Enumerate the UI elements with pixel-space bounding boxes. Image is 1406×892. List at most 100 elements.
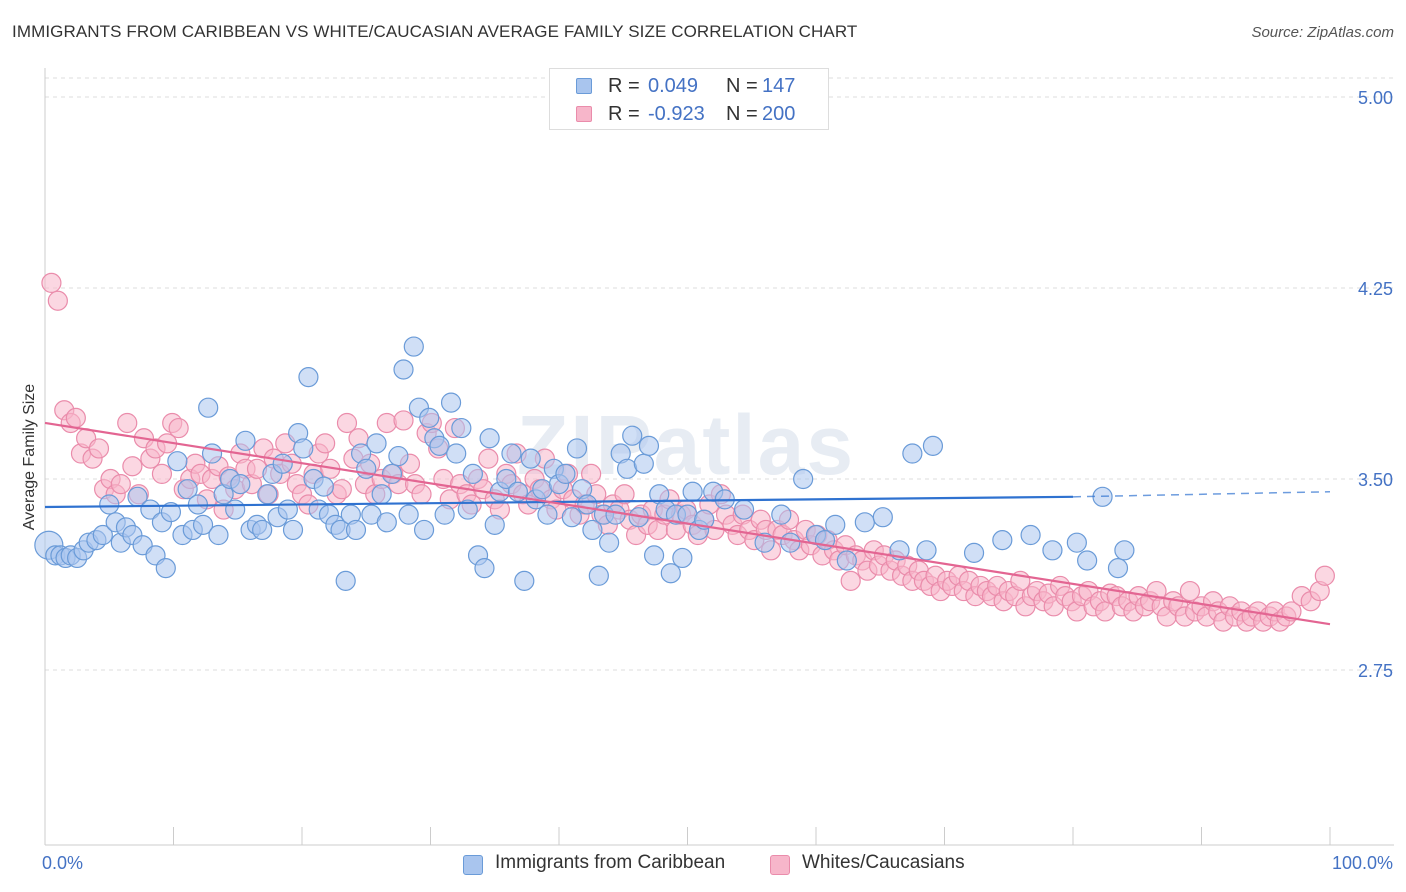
blue-data-point bbox=[537, 504, 558, 525]
n-value: 200 bbox=[762, 103, 796, 125]
blue-data-point bbox=[638, 435, 660, 456]
blue-data-point bbox=[440, 392, 462, 413]
blue-data-point bbox=[496, 468, 517, 490]
pink-data-point bbox=[65, 407, 86, 428]
legend-label-blue: Immigrants from Caribbean bbox=[495, 852, 726, 873]
pink-data-point bbox=[411, 484, 432, 505]
blue-data-point bbox=[140, 499, 161, 520]
blue-data-point bbox=[192, 514, 214, 535]
trend-lines bbox=[44, 421, 1331, 626]
blue-data-point bbox=[160, 502, 182, 523]
blue-data-point bbox=[1066, 532, 1087, 553]
pink-data-point bbox=[151, 463, 173, 485]
blue-data-point bbox=[429, 435, 450, 456]
blue-data-point bbox=[235, 430, 256, 451]
blue-data-point bbox=[771, 504, 792, 525]
y-axis-label: Average Family Size bbox=[21, 384, 38, 531]
blue-data-point bbox=[588, 565, 609, 586]
blue-data-point bbox=[520, 448, 541, 469]
blue-data-point bbox=[672, 547, 693, 569]
blue-data-point bbox=[643, 545, 665, 566]
blue-data-point bbox=[434, 504, 455, 525]
blue-data-point bbox=[1077, 550, 1098, 571]
blue-data-point bbox=[277, 499, 298, 520]
blue-data-point bbox=[366, 433, 387, 454]
blue-data-point bbox=[356, 458, 377, 479]
source-credit: Source: ZipAtlas.com bbox=[1251, 24, 1394, 41]
correlation-legend: R = 0.049 N = 147 R = -0.923 N = 200 bbox=[549, 68, 829, 130]
blue-data-point bbox=[902, 443, 923, 464]
blue-data-point bbox=[992, 530, 1013, 551]
pink-data-point bbox=[168, 417, 189, 439]
y-tick-label: 5.00 bbox=[1358, 88, 1393, 108]
blue-data-point bbox=[1020, 524, 1041, 546]
n-label: N = bbox=[726, 103, 758, 125]
y-tick-label: 4.25 bbox=[1358, 279, 1393, 299]
blue-data-point bbox=[225, 499, 246, 520]
pink-data-point bbox=[41, 272, 62, 294]
n-value: 147 bbox=[762, 75, 796, 97]
blue-data-point bbox=[1107, 558, 1129, 579]
blue-data-point bbox=[916, 540, 937, 561]
pink-data-point bbox=[122, 456, 143, 477]
blue-data-point bbox=[514, 570, 535, 591]
pink-data-point bbox=[478, 448, 499, 469]
blue-data-point bbox=[208, 524, 229, 546]
blue-data-point bbox=[532, 479, 553, 500]
blue-data-point bbox=[854, 512, 875, 533]
pink-data-point bbox=[393, 410, 414, 431]
blue-data-point bbox=[451, 417, 472, 439]
blue-data-point bbox=[1042, 540, 1063, 561]
blue-trend-extension bbox=[1072, 490, 1331, 498]
blue-data-point bbox=[754, 532, 775, 553]
blue-data-point bbox=[566, 438, 588, 459]
blue-data-point bbox=[198, 397, 219, 418]
blue-data-point bbox=[462, 463, 484, 485]
blue-data-point bbox=[660, 563, 681, 584]
blue-data-point bbox=[617, 458, 638, 479]
blue-data-point bbox=[293, 438, 314, 459]
pink-data-point bbox=[1281, 601, 1302, 622]
blue-data-point bbox=[388, 445, 409, 467]
blue-data-point bbox=[561, 507, 582, 528]
blue-data-point bbox=[479, 428, 500, 449]
blue-data-point bbox=[446, 443, 467, 464]
blue-data-point bbox=[99, 494, 120, 515]
pink-data-point bbox=[840, 570, 861, 591]
blue-data-point bbox=[682, 481, 703, 502]
blue-data-point bbox=[825, 514, 846, 535]
y-tick-label: 3.50 bbox=[1358, 470, 1393, 490]
pink-swatch bbox=[576, 106, 592, 122]
blue-data-point bbox=[484, 514, 505, 535]
blue-data-point bbox=[555, 463, 576, 485]
blue-data-point bbox=[780, 532, 801, 553]
axes bbox=[44, 68, 1394, 846]
pink-data-point bbox=[47, 290, 68, 311]
chart-title: IMMIGRANTS FROM CARIBBEAN VS WHITE/CAUCA… bbox=[12, 22, 858, 41]
pink-data-point bbox=[315, 433, 336, 454]
blue-data-point bbox=[622, 425, 643, 446]
y-tick-labels: 2.75 3.50 4.25 5.00 bbox=[1358, 88, 1393, 681]
blue-swatch bbox=[463, 855, 483, 875]
blue-data-point bbox=[282, 519, 304, 541]
blue-data-point bbox=[599, 532, 620, 553]
x-tick-label: 0.0% bbox=[42, 853, 83, 873]
blue-data-point bbox=[582, 519, 603, 541]
legend-row-blue: R = 0.049 N = 147 bbox=[550, 73, 828, 101]
blue-data-point bbox=[457, 499, 478, 520]
pink-data-point bbox=[614, 484, 635, 505]
blue-data-point bbox=[577, 494, 598, 515]
blue-data-point bbox=[733, 499, 755, 520]
blue-data-point bbox=[252, 519, 273, 541]
blue-data-point bbox=[403, 336, 424, 357]
r-value: -0.923 bbox=[648, 103, 705, 125]
blue-trend-line bbox=[44, 495, 1074, 509]
pink-data-point bbox=[581, 463, 602, 485]
pink-data-point bbox=[117, 412, 138, 434]
blue-data-point bbox=[313, 476, 334, 497]
blue-data-point bbox=[474, 558, 495, 579]
blue-data-point bbox=[633, 453, 654, 474]
pink-trend-line bbox=[44, 421, 1331, 626]
blue-data-point bbox=[298, 367, 319, 388]
pink-data-point bbox=[336, 412, 358, 434]
